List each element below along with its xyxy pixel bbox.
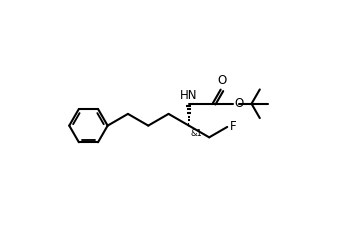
Text: HN: HN: [180, 89, 197, 102]
Text: O: O: [217, 74, 227, 87]
Text: O: O: [234, 97, 244, 110]
Text: &1: &1: [190, 129, 202, 138]
Text: F: F: [230, 120, 237, 133]
